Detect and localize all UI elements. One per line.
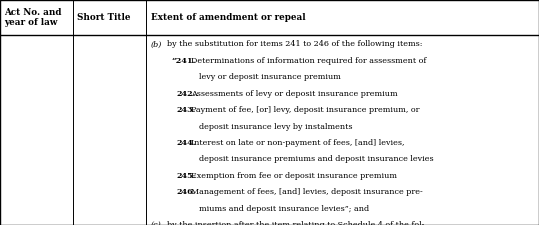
Text: deposit insurance levy by instalments: deposit insurance levy by instalments <box>199 123 353 131</box>
Text: deposit insurance premiums and deposit insurance levies: deposit insurance premiums and deposit i… <box>199 155 434 164</box>
Text: Assessments of levy or deposit insurance premium: Assessments of levy or deposit insurance… <box>191 90 398 98</box>
Text: Exemption from fee or deposit insurance premium: Exemption from fee or deposit insurance … <box>191 172 397 180</box>
Text: 244.: 244. <box>177 139 196 147</box>
Text: 242.: 242. <box>177 90 196 98</box>
Text: miums and deposit insurance levies”; and: miums and deposit insurance levies”; and <box>199 205 370 213</box>
Text: Payment of fee, [or] levy, deposit insurance premium, or: Payment of fee, [or] levy, deposit insur… <box>191 106 420 114</box>
Text: 245.: 245. <box>177 172 196 180</box>
Text: Management of fees, [and] levies, deposit insurance pre-: Management of fees, [and] levies, deposi… <box>191 188 423 196</box>
Text: by the insertion after the item relating to Schedule 4 of the fol-: by the insertion after the item relating… <box>167 221 425 225</box>
Text: (c): (c) <box>151 221 162 225</box>
Text: (b): (b) <box>151 40 162 49</box>
Text: Extent of amendment or repeal: Extent of amendment or repeal <box>151 13 306 22</box>
Text: 243.: 243. <box>177 106 196 114</box>
Text: levy or deposit insurance premium: levy or deposit insurance premium <box>199 73 341 81</box>
Text: Short Title: Short Title <box>77 13 130 22</box>
Text: Act No. and
year of law: Act No. and year of law <box>4 8 61 27</box>
Text: Interest on late or non-payment of fees, [and] levies,: Interest on late or non-payment of fees,… <box>191 139 405 147</box>
Text: by the substitution for items 241 to 246 of the following items:: by the substitution for items 241 to 246… <box>167 40 423 49</box>
Text: 246.: 246. <box>177 188 196 196</box>
Text: “241.: “241. <box>171 57 196 65</box>
Text: Determinations of information required for assessment of: Determinations of information required f… <box>191 57 427 65</box>
